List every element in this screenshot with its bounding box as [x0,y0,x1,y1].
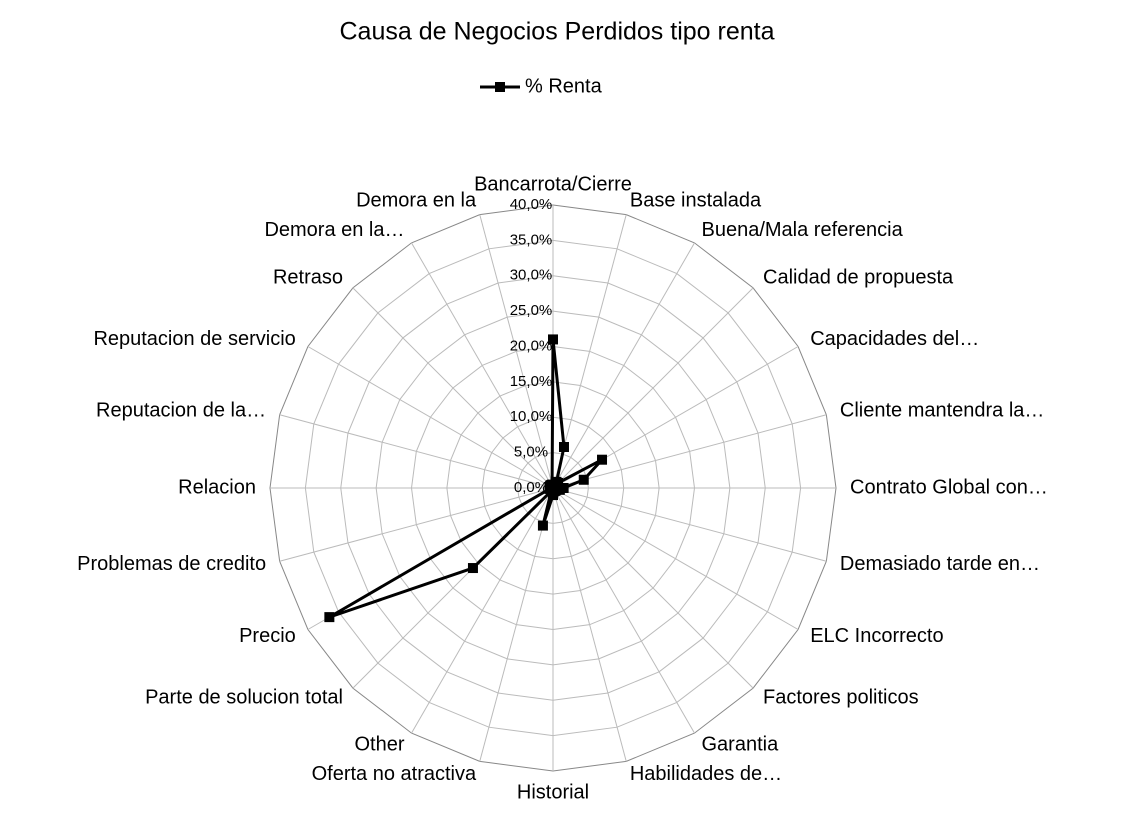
spoke [552,487,627,762]
category-label: Problemas de credito [77,553,266,575]
marker [547,479,558,490]
category-label: Garantia [702,733,780,755]
marker [537,520,548,531]
spoke [552,487,827,562]
marker [553,477,564,488]
category-label: Base instalada [630,189,762,211]
y-tick-label: 15,0% [510,373,553,390]
category-label: Factores politicos [763,686,919,708]
marker [558,441,569,452]
spoke [279,487,554,562]
marker [548,334,558,345]
category-label: Reputacion de la… [96,399,266,421]
category-label: Historial [517,781,589,803]
y-tick-label: 35,0% [510,231,553,248]
spoke [411,242,554,489]
category-label: Habilidades de… [630,763,782,785]
category-label: Retraso [273,266,343,288]
y-tick-label: 5,0% [514,444,548,461]
spoke [279,414,554,489]
category-label: Bancarrota/Cierre [474,173,632,195]
y-tick-label: 10,0% [510,408,553,425]
y-tick-label: 0,0% [514,479,548,496]
chart-title: Causa de Negocios Perdidos tipo renta [340,18,775,46]
category-label: Relacion [178,476,256,498]
category-label: Calidad de propuesta [763,266,954,288]
spoke [411,487,554,734]
category-label: Oferta no atractiva [312,763,477,785]
category-label: Demora en la [356,189,477,211]
category-label: Other [354,733,404,755]
y-tick-label: 20,0% [510,337,553,354]
marker [467,563,478,574]
legend-marker [495,82,505,92]
spoke [552,487,799,630]
category-label: Buena/Mala referencia [702,219,904,241]
spoke [552,242,695,489]
marker [597,454,608,465]
y-tick-label: 30,0% [510,267,553,284]
marker [578,474,589,485]
spoke [479,214,554,489]
category-label: Contrato Global con… [850,476,1048,498]
category-label: Demora en la… [264,219,404,241]
spoke [307,346,554,489]
spoke [352,287,554,489]
spoke [552,487,695,734]
category-label: Cliente mantendra la… [840,399,1045,421]
category-label: ELC Incorrecto [810,625,943,647]
spoke [552,487,754,689]
category-label: Parte de solucion total [145,686,343,708]
spoke [552,287,754,489]
marker [324,612,335,623]
category-label: Capacidades del… [810,328,979,350]
category-label: Precio [239,625,296,647]
category-label: Reputacion de servicio [93,328,295,350]
category-label: Demasiado tarde en… [840,553,1040,575]
y-tick-label: 40,0% [510,196,553,213]
legend-label: % Renta [525,75,603,97]
y-tick-label: 25,0% [510,302,553,319]
spoke [552,414,827,489]
spoke [479,487,554,762]
